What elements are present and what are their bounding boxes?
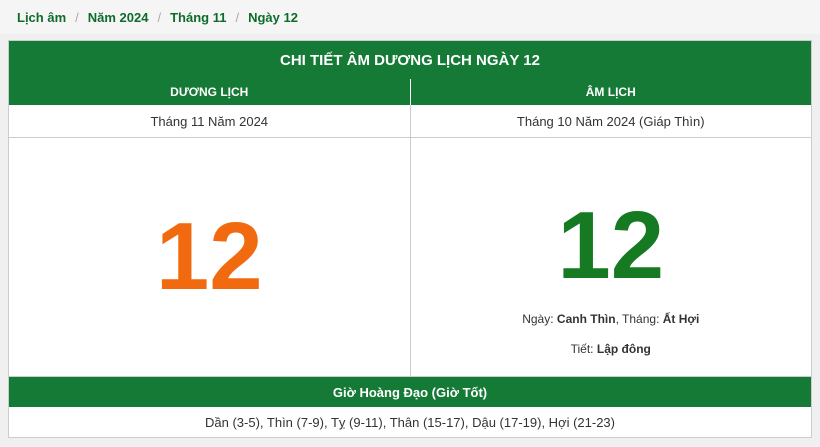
day-label: Ngày: bbox=[522, 312, 554, 326]
breadcrumb-link[interactable]: Lịch âm bbox=[17, 9, 67, 25]
table-title: CHI TIẾT ÂM DƯƠNG LỊCH NGÀY 12 bbox=[9, 41, 811, 79]
breadcrumb: Lịch âm / Năm 2024 / Tháng 11 / Ngày 12 bbox=[0, 0, 820, 34]
separator: / bbox=[157, 9, 162, 25]
separator: / bbox=[75, 9, 79, 25]
solar-month: Tháng 11 Năm 2024 bbox=[150, 113, 269, 129]
solar-heading: DƯƠNG LỊCH bbox=[170, 85, 249, 99]
heading-row: DƯƠNG LỊCH ÂM LỊCH bbox=[9, 79, 811, 105]
term-info: Tiết: Lập đông bbox=[571, 342, 651, 356]
day-value: Canh Thìn bbox=[556, 312, 616, 326]
good-hours-text: Dần (3-5), Thìn (7-9), Tỵ (9-11), Thân (… bbox=[205, 415, 615, 430]
breadcrumb-link[interactable]: Ngày 12 bbox=[248, 9, 298, 25]
calendar-table: CHI TIẾT ÂM DƯƠNG LỊCH NGÀY 12 DƯƠNG LỊC… bbox=[8, 40, 812, 438]
breadcrumb-link[interactable]: Tháng 11 bbox=[170, 9, 227, 25]
solar-cell: 12 bbox=[9, 138, 410, 376]
good-hours-heading: Giờ Hoàng Đạo (Giờ Tốt) bbox=[9, 377, 811, 407]
day-row: 12 12 Ngày: Canh Thìn, Tháng: Ất Hợi Tiế… bbox=[9, 138, 811, 377]
lunar-heading: ÂM LỊCH bbox=[409, 79, 812, 105]
term-value: Lập đông bbox=[596, 342, 651, 356]
lunar-day: 12 bbox=[557, 192, 665, 299]
separator: / bbox=[235, 9, 240, 25]
month-label: , Tháng: bbox=[615, 312, 660, 326]
lunar-cell: 12 Ngày: Canh Thìn, Tháng: Ất Hợi Tiết: … bbox=[409, 138, 812, 376]
month-value: Ất Hợi bbox=[662, 312, 700, 326]
lunar-month: Tháng 10 Năm 2024 (Giáp Thìn) bbox=[409, 105, 812, 137]
term-label: Tiết: bbox=[570, 342, 594, 356]
breadcrumb-link[interactable]: Năm 2024 bbox=[87, 9, 149, 25]
solar-day: 12 bbox=[155, 203, 263, 310]
month-row: Tháng 11 Năm 2024 Tháng 10 Năm 2024 (Giá… bbox=[9, 105, 811, 138]
day-month-info: Ngày: Canh Thìn, Tháng: Ất Hợi bbox=[522, 312, 699, 326]
